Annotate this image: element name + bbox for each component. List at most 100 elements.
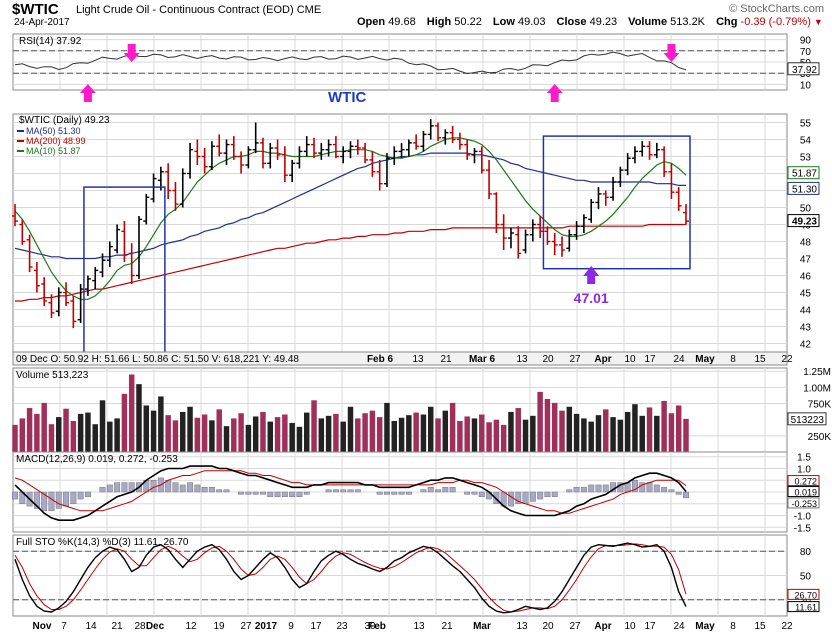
macd-histogram-bar [48, 491, 55, 512]
macd-histogram-bar [631, 479, 638, 493]
chart-date: 24-Apr-2017 [14, 17, 70, 28]
rsi-tick-label: 10 [800, 80, 812, 91]
sto-k-line [14, 542, 687, 614]
macd-line [14, 465, 687, 522]
macd-histogram-bar [289, 491, 296, 497]
volume-bar [121, 393, 128, 452]
price-tick-label: 55 [800, 119, 812, 130]
price-x-tick-label: 20 [542, 354, 554, 365]
volume-bar [41, 402, 47, 452]
volume-bar [48, 424, 55, 452]
close-label: Close [556, 16, 587, 28]
volume-bar [282, 414, 288, 452]
volume-bar [296, 426, 303, 452]
macd-histogram-bar [544, 491, 551, 497]
macd-histogram-bar [398, 491, 405, 495]
macd-histogram-bar [223, 489, 230, 493]
volume-bar [639, 415, 645, 452]
volume-bar [304, 412, 310, 452]
volume-bar [150, 410, 157, 452]
macd-histogram-bar [340, 489, 347, 493]
x-axis-tick-label: 21 [111, 621, 123, 632]
volume-bar [194, 417, 201, 452]
x-axis-tick-label: Nov [33, 621, 52, 632]
volume-title: Volume 513,223 [16, 370, 89, 381]
ma200-line [15, 223, 686, 302]
volume-bar [216, 409, 222, 452]
macd-histogram-bar [187, 482, 194, 493]
macd-histogram-bar [376, 491, 383, 495]
rsi-down-arrow-icon [123, 44, 140, 62]
high-value: 50.22 [454, 16, 482, 28]
volume-bar [92, 424, 98, 452]
price-info-bar: 09 Dec O: 50.92 H: 51.66 L: 50.86 C: 51.… [16, 354, 299, 365]
x-axis-tick-label: 21 [441, 621, 453, 632]
price-tick-label: 42 [800, 340, 812, 351]
macd-histogram-bar [573, 487, 580, 493]
close-value: 49.23 [589, 16, 618, 28]
macd-histogram-bar [646, 482, 653, 493]
macd-histogram-bar [529, 491, 536, 502]
volume-bar [362, 413, 368, 452]
price-right-value-box [787, 181, 820, 195]
price-tick-label: 54 [800, 136, 812, 147]
price-x-tick-label: Apr [594, 354, 611, 365]
volume-bar [158, 396, 164, 452]
x-axis-tick-label: 13 [413, 621, 425, 632]
macd-histogram-bar [121, 482, 128, 493]
price-x-tick-label: 22 [781, 354, 793, 365]
price-right-value-box [787, 166, 820, 180]
rsi-up-arrow-icon [79, 84, 96, 102]
volume-bar [325, 415, 332, 452]
volume-bar [318, 418, 325, 452]
price-right-value: 51.30 [792, 184, 817, 195]
x-axis-tick-label: 22 [781, 621, 793, 632]
x-axis-tick-label: 17 [310, 621, 322, 632]
price-info-bar-bg [12, 351, 788, 366]
volume-bar [588, 421, 594, 452]
price-right-value-box [787, 214, 820, 228]
macd-histogram-bar [435, 489, 442, 493]
macd-histogram-bar [150, 479, 157, 493]
macd-histogram-bar [252, 491, 259, 495]
volume-bar [99, 400, 106, 452]
macd-histogram-bar [383, 491, 390, 495]
down-triangle-icon: ▼ [813, 17, 823, 27]
volume-bar [369, 410, 376, 452]
sto-title: Full STO %K(14,3) %D(3) 11.61, 26.70 [16, 537, 189, 548]
volume-bar [12, 424, 18, 452]
volume-bar [624, 411, 631, 452]
macd-right-value-box [787, 497, 820, 509]
macd-histogram-bar [588, 484, 595, 493]
x-axis-tick-label: Dec [146, 621, 165, 632]
volume-bar [603, 409, 609, 452]
volume-bar [172, 420, 179, 452]
price-tick-label: 48 [800, 238, 812, 249]
volume-bar [566, 406, 573, 452]
legend-label: MA(50) 51.30 [26, 126, 81, 136]
low-value: 49.03 [517, 16, 546, 28]
volume-bar [435, 418, 441, 452]
macd-histogram-bar [471, 491, 478, 495]
price-x-tick-label: 10 [624, 354, 636, 365]
macd-histogram-bar [653, 484, 660, 493]
macd-right-value-box [787, 486, 820, 498]
volume-bar [537, 391, 543, 452]
macd-title: MACD(12,26,9) 0.019, 0.272, -0.253 [16, 454, 178, 465]
price-tick-label: 47 [800, 255, 812, 266]
macd-tick-label: 1.5 [797, 453, 811, 464]
x-axis-tick-label: 23 [336, 621, 348, 632]
contract-title: Light Crude Oil - Continuous Contract (E… [76, 4, 294, 16]
volume-bar [654, 415, 660, 452]
macd-histogram-bar [274, 491, 281, 497]
macd-histogram-bar [194, 484, 201, 493]
volume-bar [143, 405, 150, 452]
volume-bar [457, 420, 463, 452]
macd-tick-label: 1.0 [797, 464, 811, 475]
rsi-last-value: 37.92 [792, 65, 817, 76]
x-axis-tick-label: Mar [473, 621, 491, 632]
macd-histogram-bar [245, 491, 252, 495]
macd-histogram-bar [259, 491, 266, 495]
macd-histogram-bar [179, 484, 186, 493]
